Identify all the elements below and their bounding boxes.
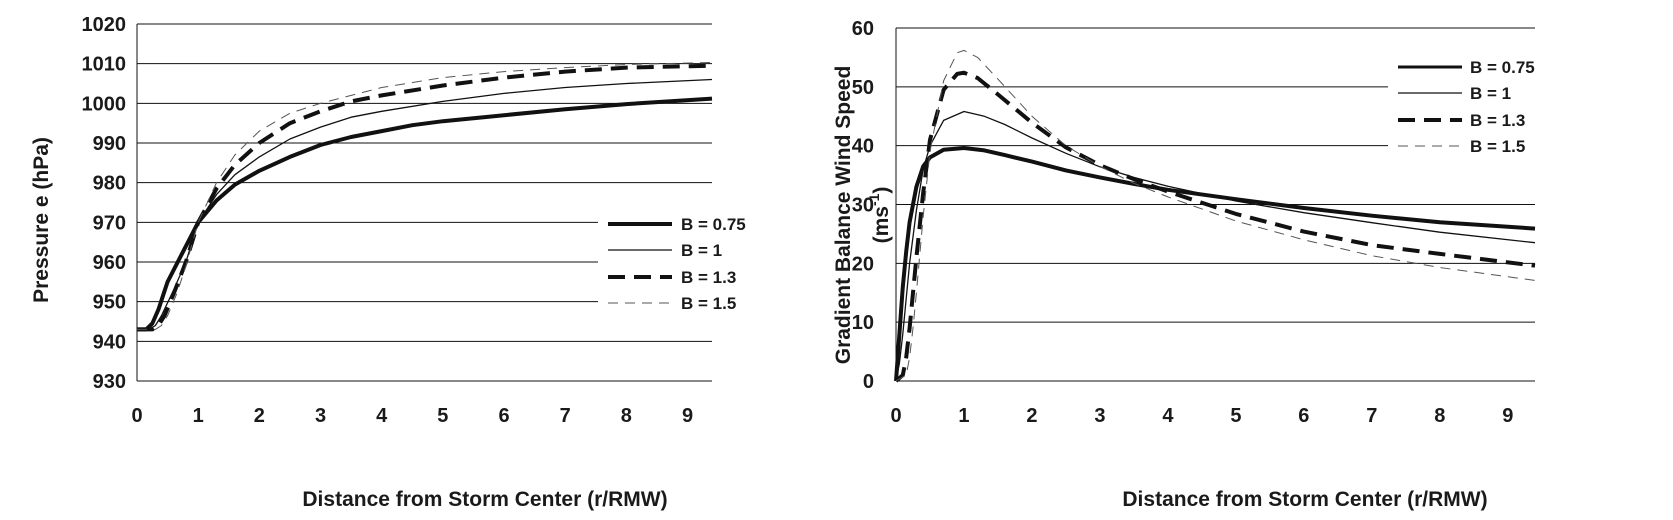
wind-y-tick-label: 20 [852, 253, 874, 275]
pressure-x-tick-label: 3 [315, 405, 326, 427]
wind-x-tick-labels: 0 1 2 3 4 5 6 7 8 9 [890, 405, 1513, 427]
pressure-x-tick-label: 6 [498, 405, 509, 427]
wind-y-tick-label: 30 [852, 195, 874, 217]
pressure-legend: B = 0.75 B = 1 B = 1.3 B = 1.5 [598, 208, 784, 323]
wind-y-tick-labels: 0 10 20 30 40 50 60 [852, 18, 874, 393]
pressure-legend-label-b15: B = 1.5 [681, 294, 736, 313]
wind-legend-label-b13: B = 1.3 [1470, 111, 1525, 130]
pressure-legend-box [598, 208, 784, 323]
pressure-y-tick-label: 1020 [82, 14, 127, 36]
pressure-x-tick-label: 8 [621, 405, 632, 427]
wind-x-tick-label: 1 [958, 405, 969, 427]
wind-series-lines [894, 49, 1536, 383]
wind-x-tick-label: 8 [1434, 405, 1445, 427]
wind-series-line-2 [895, 110, 1536, 382]
pressure-x-tick-labels: 0 1 2 3 4 5 6 7 8 9 [131, 405, 693, 427]
wind-series-line-1 [894, 146, 1536, 382]
pressure-x-axis-label: Distance from Storm Center (r/RMW) [302, 488, 667, 511]
pressure-chart: 930 940 950 960 970 980 990 1000 1010 1020 0 1 2 3 4 5… [30, 14, 784, 511]
wind-x-tick-label: 5 [1230, 405, 1241, 427]
pressure-y-tick-label: 970 [93, 212, 126, 234]
pressure-x-tick-label: 0 [131, 405, 142, 427]
pressure-x-tick-label: 7 [560, 405, 571, 427]
pressure-x-tick-label: 5 [437, 405, 448, 427]
pressure-x-tick-label: 2 [254, 405, 265, 427]
pressure-legend-label-b1: B = 1 [681, 241, 722, 260]
wind-y-tick-label: 10 [852, 312, 874, 334]
wind-y-unit-main: (ms [870, 206, 893, 243]
pressure-series-line-4 [137, 62, 713, 330]
wind-legend-label-b075: B = 0.75 [1470, 58, 1535, 77]
pressure-y-axis-label: Pressure e (hPa) [30, 137, 53, 303]
wind-series-line-4 [895, 49, 1536, 382]
pressure-y-tick-label: 980 [93, 173, 126, 195]
wind-legend: B = 0.75 B = 1 B = 1.3 B = 1.5 [1388, 50, 1574, 165]
wind-y-axis-unit: (ms-1) [866, 187, 893, 244]
wind-y-tick-label: 40 [852, 136, 874, 158]
wind-y-tick-label: 50 [852, 77, 874, 99]
pressure-series-line-2 [137, 78, 713, 331]
pressure-x-tick-label: 9 [682, 405, 693, 427]
pressure-x-tick-label: 1 [193, 405, 204, 427]
pressure-y-tick-label: 950 [93, 292, 126, 314]
wind-series-line-3 [894, 70, 1536, 383]
pressure-y-tick-label: 1000 [82, 93, 127, 115]
wind-y-unit-close: ) [870, 187, 893, 194]
pressure-y-tick-labels: 930 940 950 960 970 980 990 1000 1010 1020 [82, 14, 127, 393]
pressure-y-tick-label: 1010 [82, 54, 127, 76]
wind-y-unit-sup: -1 [866, 193, 882, 206]
wind-x-tick-label: 0 [890, 405, 901, 427]
wind-legend-label-b1: B = 1 [1470, 84, 1511, 103]
wind-y-tick-label: 0 [863, 371, 874, 393]
pressure-x-tick-label: 4 [376, 405, 388, 427]
pressure-y-tick-label: 960 [93, 252, 126, 274]
wind-x-tick-label: 7 [1366, 405, 1377, 427]
pressure-series-lines [137, 62, 713, 332]
wind-legend-label-b15: B = 1.5 [1470, 137, 1525, 156]
wind-x-tick-label: 4 [1162, 405, 1174, 427]
wind-gridlines [895, 27, 1535, 382]
pressure-y-tick-label: 940 [93, 331, 126, 353]
pressure-y-tick-label: 990 [93, 133, 126, 155]
wind-x-tick-label: 3 [1094, 405, 1105, 427]
wind-y-tick-label: 60 [852, 18, 874, 40]
wind-x-tick-label: 9 [1502, 405, 1513, 427]
pressure-y-tick-label: 930 [93, 371, 126, 393]
wind-x-tick-label: 6 [1298, 405, 1309, 427]
pressure-legend-label-b13: B = 1.3 [681, 268, 736, 287]
wind-y-axis-label: Gradient Balance Wind Speed [832, 66, 855, 365]
wind-x-tick-label: 2 [1026, 405, 1037, 427]
wind-x-axis-label: Distance from Storm Center (r/RMW) [1122, 488, 1487, 511]
wind-speed-chart: 0 10 20 30 40 50 60 0 1 2 3 4 5 6 7 8 9 Gradient Balanc… [832, 18, 1574, 511]
pressure-gridlines [136, 23, 712, 382]
pressure-legend-label-b075: B = 0.75 [681, 215, 746, 234]
pressure-series-line-3 [137, 63, 713, 332]
pressure-series-line-1 [137, 96, 713, 332]
